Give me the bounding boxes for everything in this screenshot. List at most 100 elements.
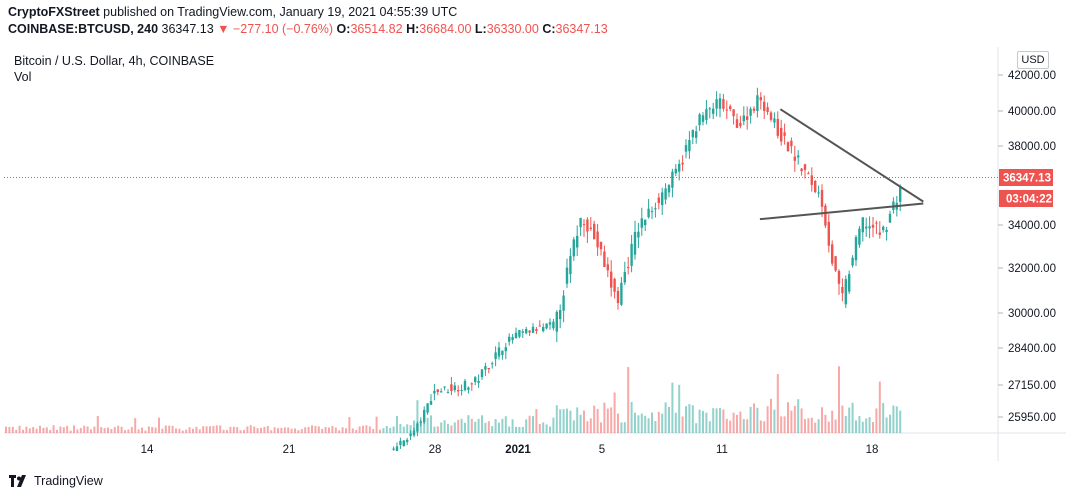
candle-body: [487, 367, 490, 370]
volume-bar: [797, 399, 800, 433]
candle-body: [616, 290, 620, 304]
candle-body: [606, 264, 609, 271]
volume-bar: [103, 427, 106, 433]
volume-bar: [793, 405, 796, 433]
candle-body: [844, 279, 847, 305]
volume-bar: [212, 425, 215, 433]
triangle-lower-trendline[interactable]: [759, 202, 924, 221]
price-tick-label: 32000.00: [1008, 263, 1056, 275]
candle-body: [725, 109, 728, 111]
candle-body: [419, 421, 422, 423]
volume-bars: [5, 366, 902, 433]
volume-bar: [22, 429, 24, 433]
footer: TradingView: [8, 472, 103, 490]
volume-bar: [817, 419, 820, 433]
volume-bar: [11, 426, 14, 433]
volume-bar: [453, 422, 456, 433]
candle-body: [786, 142, 790, 152]
volume-bar: [277, 428, 279, 433]
candle-body: [457, 390, 460, 392]
volume-bar: [416, 400, 419, 433]
volume-bar: [127, 429, 130, 433]
currency-button[interactable]: USD: [1017, 51, 1049, 69]
volume-bar: [181, 430, 184, 433]
volume-bar: [838, 366, 840, 433]
candle-body: [878, 232, 881, 235]
volume-bar: [137, 429, 140, 433]
volume-bar: [331, 425, 334, 433]
candle-body: [569, 256, 572, 275]
volume-bar: [402, 426, 405, 433]
candle-body: [508, 336, 511, 342]
candle-body: [450, 384, 453, 391]
candle-body: [735, 119, 739, 128]
candle-body: [797, 155, 800, 158]
candle-body: [433, 390, 436, 394]
volume-bar: [358, 426, 361, 433]
volume-bar: [725, 418, 728, 433]
volume-bar: [409, 425, 412, 433]
volume-bar: [385, 426, 388, 433]
author-name[interactable]: CryptoFXStreet: [8, 5, 100, 19]
candle-body: [756, 95, 759, 111]
volume-bar: [532, 416, 534, 433]
candle-body: [766, 107, 769, 113]
volume-bar: [351, 428, 354, 433]
volume-bar: [664, 402, 667, 433]
volume-bar: [600, 422, 602, 433]
volume-bar: [83, 425, 86, 433]
low-value: 36330.00: [486, 22, 539, 36]
volume-bar: [28, 428, 31, 433]
volume-bar: [705, 412, 708, 433]
volume-bar: [450, 425, 453, 433]
volume-bar: [681, 416, 684, 433]
volume-bar: [572, 420, 575, 433]
volume-bar: [263, 426, 266, 433]
candle-body: [579, 217, 582, 228]
volume-bar: [430, 415, 432, 433]
volume-bar: [433, 426, 436, 433]
volume-legend[interactable]: Vol: [14, 70, 32, 84]
volume-bar: [124, 430, 126, 433]
candle-body: [705, 109, 708, 120]
volume-bar: [827, 421, 830, 433]
triangle-upper-trendline[interactable]: [779, 108, 924, 203]
volume-bar: [232, 426, 235, 433]
volume-bar: [168, 425, 171, 433]
volume-bar: [273, 427, 276, 433]
volume-bar: [685, 406, 687, 433]
volume-bar: [878, 381, 881, 433]
volume-bar: [311, 425, 313, 433]
volume-bar: [702, 410, 704, 433]
volume-bar: [644, 415, 647, 433]
volume-bar: [807, 418, 810, 433]
candle-body: [854, 237, 858, 261]
volume-bar: [477, 418, 480, 433]
volume-bar: [86, 426, 89, 433]
close-value: 36347.13: [555, 22, 608, 36]
candle-body: [406, 439, 409, 443]
candle-body: [793, 156, 796, 161]
candle-body: [759, 97, 762, 101]
volume-bar: [596, 408, 599, 433]
candle-body: [412, 430, 416, 436]
volume-bar: [474, 421, 477, 433]
candle-body: [790, 140, 793, 147]
series-title[interactable]: Bitcoin / U.S. Dollar, 4h, COINBASE: [14, 54, 215, 68]
time-tick-label: 14: [141, 444, 154, 456]
volume-bar: [239, 430, 242, 433]
volume-bar: [899, 410, 902, 433]
candle-body: [535, 329, 538, 331]
volume-bar: [260, 427, 262, 433]
brand-name[interactable]: TradingView: [34, 474, 103, 488]
volume-bar: [780, 416, 783, 433]
volume-bar: [470, 418, 473, 433]
candle-body: [576, 235, 579, 248]
volume-bar: [494, 418, 497, 433]
volume-bar: [32, 427, 35, 433]
candle-body: [399, 440, 402, 446]
volume-bar: [698, 409, 701, 433]
volume-bar: [249, 425, 252, 433]
price-tick-label: 28400.00: [1008, 343, 1056, 355]
